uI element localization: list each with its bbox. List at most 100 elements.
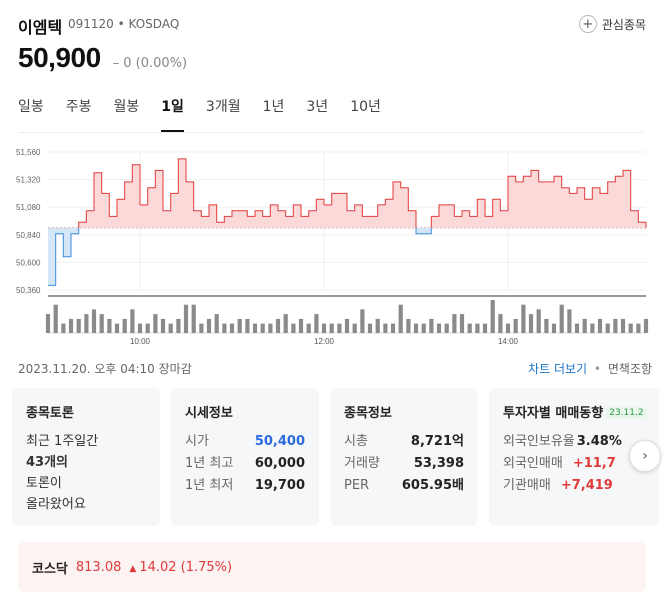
- price-change: – 0 (0.00%): [112, 56, 188, 71]
- volume-bar: [329, 323, 334, 333]
- next-card-button[interactable]: ›: [629, 440, 661, 472]
- status-row: 2023.11.20. 오후 04:10 장마감 차트 더보기 • 면책조항: [18, 360, 652, 378]
- volume-bar: [122, 318, 127, 333]
- discussion-card[interactable]: 종목토론 최근 1주일간 43개의 토론이 올라왔어요: [12, 388, 160, 526]
- volume-bar: [160, 318, 166, 333]
- volume-bar: [107, 318, 112, 333]
- volume-bar: [367, 323, 373, 333]
- volume-bar: [183, 304, 189, 333]
- volume-bar: [344, 318, 350, 333]
- investor-key: 외국인매매: [503, 456, 563, 471]
- volume-bar: [406, 318, 411, 333]
- volume-bar: [390, 323, 396, 333]
- more-chart-link[interactable]: 차트 더보기: [528, 362, 588, 376]
- volume-bar: [375, 318, 380, 333]
- plus-icon: +: [578, 15, 597, 33]
- quote-card[interactable]: 시세정보 시가 50,400 1년 최고 60,000 1년 최저 19,700: [171, 388, 319, 526]
- quote-key: 시가: [185, 434, 209, 449]
- volume-bar: [490, 300, 495, 333]
- volume-bar: [567, 309, 572, 333]
- tab-2[interactable]: 월봉: [113, 99, 140, 115]
- info-key: PER: [344, 478, 370, 493]
- volume-bar: [91, 309, 97, 333]
- volume-bar: [252, 323, 258, 333]
- volume-bar: [452, 314, 457, 333]
- tab-6[interactable]: 3년: [306, 99, 329, 115]
- volume-bar: [291, 323, 296, 333]
- period-tabs: 일봉 주봉 월봉 1일 3개월 1년 3년 10년: [18, 96, 403, 132]
- discussion-title: 종목토론: [26, 406, 74, 421]
- y-tick-label: 51,560: [16, 148, 41, 157]
- volume-bar: [613, 318, 618, 333]
- add-favorite-label: 관심종목: [601, 17, 646, 32]
- discussion-line3: 토론이: [26, 476, 62, 491]
- volume-bar: [76, 318, 81, 333]
- info-row-per: PER 605.95배: [344, 475, 464, 497]
- x-tick-label: 14:00: [498, 337, 519, 346]
- volume-bar: [352, 323, 357, 333]
- tab-5[interactable]: 1년: [262, 99, 285, 115]
- discussion-count: 43개의: [26, 455, 69, 470]
- volume-bar: [620, 318, 626, 333]
- investor-key: 기관매매: [503, 478, 551, 493]
- volume-bar: [413, 323, 419, 333]
- current-price: 50,900: [18, 42, 101, 73]
- volume-bar: [130, 309, 135, 333]
- tab-4[interactable]: 3개월: [205, 99, 241, 115]
- volume-bar: [214, 314, 219, 333]
- info-key: 거래량: [344, 456, 380, 471]
- volume-bar: [260, 323, 265, 333]
- tab-1[interactable]: 주봉: [65, 99, 92, 115]
- kosdaq-index-box[interactable]: 코스닥 813.08 ▲ 14.02 (1.75%): [18, 542, 646, 592]
- stock-name: 이엠텍: [18, 18, 63, 37]
- disclaimer-link[interactable]: 면책조항: [607, 362, 652, 376]
- volume-bar: [383, 323, 388, 333]
- quote-row-open: 시가 50,400: [185, 431, 305, 453]
- info-cards: 종목토론 최근 1주일간 43개의 토론이 올라왔어요 시세정보 시가 50,40…: [12, 388, 670, 526]
- volume-bar: [398, 304, 403, 333]
- volume-bar: [145, 323, 150, 333]
- volume-bar: [429, 318, 434, 333]
- investor-date-badge: 23.11.2: [606, 407, 647, 419]
- x-tick-label: 10:00: [130, 337, 151, 346]
- info-row-marketcap: 시총 8,721억: [344, 431, 464, 453]
- quote-key: 1년 최고: [185, 456, 234, 471]
- investor-card[interactable]: 투자자별 매매동향 23.11.2 외국인보유율 3.48% 외국인매매 +11,7 …: [489, 388, 659, 526]
- volume-bar: [337, 323, 342, 333]
- investor-row-foreign-trade: 외국인매매 +11,7: [503, 453, 645, 475]
- tab-3[interactable]: 1일: [161, 96, 184, 132]
- volume-bar: [153, 314, 158, 333]
- volume-bar: [99, 314, 104, 333]
- quote-row-high: 1년 최고 60,000: [185, 453, 305, 475]
- volume-bar: [191, 304, 196, 333]
- investor-value: +11,7: [572, 456, 616, 471]
- quote-title: 시세정보: [185, 406, 233, 421]
- volume-bar: [536, 309, 541, 333]
- volume-bar: [321, 323, 327, 333]
- investor-title: 투자자별 매매동향 23.11.2: [503, 402, 647, 421]
- investor-key: 외국인보유율: [503, 434, 575, 449]
- intraday-chart[interactable]: 51,560 51,320 51,080 50,840 50,600 50,360 10:0…: [10, 140, 650, 350]
- volume-bar: [137, 323, 143, 333]
- volume-bar: [176, 318, 181, 333]
- volume-bar: [521, 304, 526, 333]
- intraday-chart-svg: 51,560 51,320 51,080 50,840 50,600 50,360 10:0…: [16, 148, 649, 346]
- volume-bar: [475, 323, 480, 333]
- volume-bar: [544, 318, 549, 333]
- volume-bar: [283, 314, 288, 333]
- info-value: 605.95배: [401, 478, 464, 493]
- stock-info-card[interactable]: 종목정보 시총 8,721억 거래량 53,398 PER 605.95배: [330, 388, 478, 526]
- price-area-up: [48, 158, 646, 228]
- investor-row-institution-trade: 기관매매 +7,419: [503, 475, 645, 497]
- x-tick-label: 12:00: [314, 337, 335, 346]
- tab-7[interactable]: 10년: [350, 99, 381, 115]
- volume-bar: [222, 323, 227, 333]
- index-name: 코스닥: [32, 561, 68, 577]
- volume-bar: [528, 314, 534, 333]
- volume-bar: [467, 323, 472, 333]
- add-favorite-button[interactable]: + 관심종목: [578, 12, 646, 36]
- info-value: 53,398: [413, 456, 464, 471]
- discussion-line1: 최근 1주일간: [26, 434, 99, 449]
- volume-bar: [199, 323, 204, 333]
- tab-0[interactable]: 일봉: [18, 99, 44, 115]
